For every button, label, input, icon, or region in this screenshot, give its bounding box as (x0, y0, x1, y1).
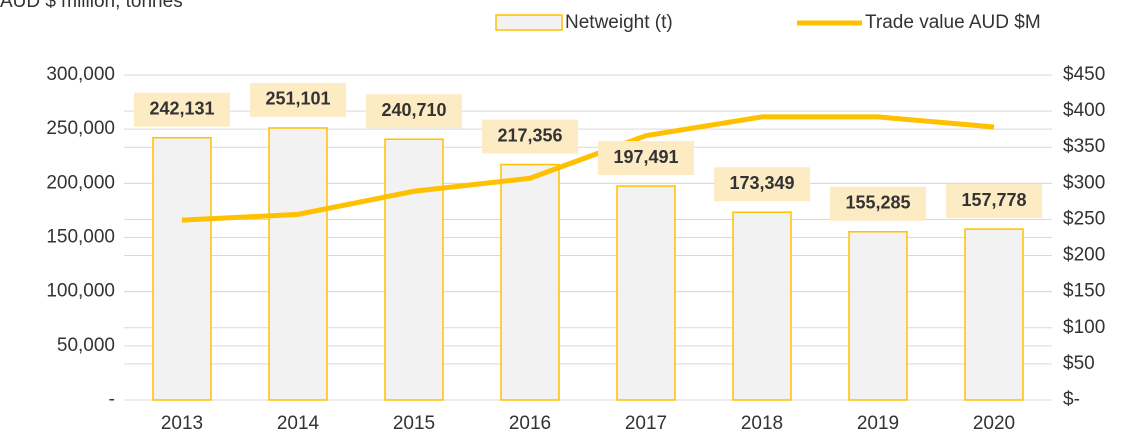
legend-swatch (495, 14, 563, 31)
bar (500, 163, 560, 401)
y2-tick-label: $200 (1063, 245, 1105, 266)
bar (732, 211, 792, 401)
y-tick-label: 200,000 (46, 172, 115, 193)
bar (152, 136, 212, 401)
x-tick-label: 2016 (509, 413, 551, 434)
value-label-box (830, 186, 926, 221)
y2-tick-label: $- (1063, 389, 1080, 410)
y2-tick-label: $400 (1063, 100, 1105, 121)
x-tick-label: 2015 (393, 413, 435, 434)
legend-label: Trade value AUD $M (865, 12, 1041, 33)
y2-tick-label: $350 (1063, 136, 1105, 157)
bar (848, 231, 908, 401)
bar (616, 185, 676, 401)
y2-tick-label: $300 (1063, 172, 1105, 193)
y-tick-label: 150,000 (46, 227, 115, 248)
bar (964, 228, 1024, 401)
x-tick-label: 2017 (625, 413, 667, 434)
bar (384, 138, 444, 401)
x-tick-label: 2014 (277, 413, 320, 434)
line (181, 114, 995, 223)
y-tick-label: - (109, 389, 115, 410)
value-label: 197,491 (613, 147, 678, 167)
value-label-box (482, 119, 578, 154)
value-label-box (366, 94, 462, 129)
value-label: 173,349 (729, 173, 794, 193)
y-tick-label: 300,000 (46, 64, 115, 85)
value-label: 242,131 (149, 98, 214, 118)
y2-tick-label: $150 (1063, 281, 1105, 302)
y-tick-label: 50,000 (57, 335, 115, 356)
y2-tick-label: $100 (1063, 317, 1105, 338)
legend-label: Netweight (t) (565, 12, 673, 33)
x-tick-label: 2019 (857, 413, 899, 434)
value-label: 217,356 (497, 125, 562, 145)
bar (268, 127, 328, 401)
chart-title: AUD $ million, tonnes (0, 0, 183, 12)
value-label: 155,285 (845, 193, 910, 213)
value-label: 251,101 (265, 89, 330, 109)
y2-tick-label: $250 (1063, 208, 1105, 229)
value-label-box (134, 92, 230, 127)
value-label: 157,778 (961, 190, 1026, 210)
y-tick-label: 250,000 (46, 118, 115, 139)
y-tick-label: 100,000 (46, 281, 115, 302)
value-label: 240,710 (381, 100, 446, 120)
x-tick-label: 2018 (741, 413, 783, 434)
y2-tick-label: $450 (1063, 64, 1105, 85)
value-label-box (598, 141, 694, 176)
y2-tick-label: $50 (1063, 353, 1095, 374)
x-tick-label: 2020 (973, 413, 1015, 434)
value-label-box (250, 82, 346, 117)
x-tick-label: 2013 (161, 413, 203, 434)
value-label-box (946, 184, 1042, 219)
value-label-box (714, 167, 810, 202)
